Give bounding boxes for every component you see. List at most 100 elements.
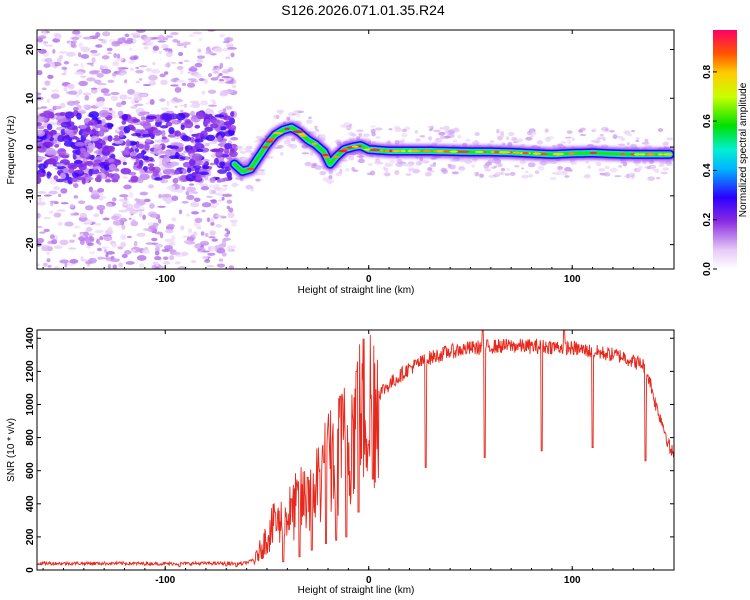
- halo-blob: [395, 162, 403, 168]
- halo-blob: [519, 159, 526, 165]
- halo-blob: [505, 136, 510, 141]
- noise-blob: [120, 167, 132, 175]
- noise-blob: [119, 209, 125, 213]
- noise-blob: [103, 93, 112, 97]
- noise-blob: [195, 173, 202, 181]
- noise-blob: [216, 75, 220, 79]
- noise-blob: [134, 209, 145, 212]
- noise-blob: [88, 186, 94, 193]
- noise-blob: [132, 91, 142, 98]
- halo-blob: [472, 140, 480, 146]
- halo-blob: [458, 166, 466, 171]
- halo-blob: [566, 130, 573, 134]
- noise-blob: [165, 51, 173, 58]
- halo-blob: [605, 128, 609, 132]
- spectrogram-xtick-label: 0: [366, 274, 372, 285]
- noise-blob: [171, 195, 179, 201]
- noise-blob: [198, 78, 205, 82]
- noise-blob: [135, 80, 140, 84]
- noise-blob: [37, 156, 46, 161]
- noise-blob: [76, 112, 82, 120]
- noise-blob: [154, 246, 160, 253]
- noise-blob: [86, 77, 96, 82]
- noise-blob: [130, 32, 141, 36]
- noise-blob: [94, 229, 105, 234]
- halo-blob: [458, 158, 467, 163]
- noise-blob: [194, 62, 203, 68]
- halo-blob: [345, 126, 353, 130]
- halo-blob: [537, 165, 545, 171]
- noise-blob: [214, 114, 225, 118]
- halo-blob: [512, 141, 519, 144]
- noise-blob: [114, 135, 119, 139]
- noise-blob: [37, 146, 48, 153]
- tone-hotspot: [645, 153, 656, 156]
- noise-blob: [46, 123, 53, 131]
- noise-blob: [208, 141, 218, 145]
- colorbar-tick-label: 0.0: [702, 262, 713, 276]
- noise-blob: [209, 177, 216, 184]
- noise-blob: [122, 203, 130, 206]
- halo-blob: [319, 134, 324, 139]
- tone-hotspot: [410, 149, 421, 153]
- noise-blob: [136, 232, 146, 237]
- noise-blob: [37, 191, 47, 194]
- noise-blob: [94, 222, 102, 226]
- noise-blob: [74, 99, 80, 106]
- noise-blob: [115, 57, 124, 62]
- halo-blob: [239, 177, 244, 182]
- noise-blob: [154, 266, 160, 269]
- halo-blob: [415, 138, 421, 142]
- noise-blob: [128, 60, 135, 64]
- noise-blob: [204, 233, 209, 237]
- noise-blob: [82, 36, 93, 40]
- tone-hotspot: [379, 149, 384, 152]
- noise-blob: [210, 123, 219, 129]
- halo-blob: [255, 135, 263, 140]
- halo-blob: [457, 134, 462, 139]
- noise-blob: [192, 31, 203, 35]
- noise-blob: [225, 81, 234, 84]
- halo-blob: [442, 127, 450, 130]
- noise-blob: [56, 57, 62, 63]
- noise-blob: [124, 250, 132, 255]
- halo-blob: [634, 167, 638, 171]
- noise-blob: [43, 63, 51, 68]
- tone-hotspot: [474, 150, 484, 154]
- noise-blob: [37, 70, 43, 76]
- halo-blob: [375, 136, 381, 139]
- noise-blob: [84, 205, 94, 211]
- noise-blob: [129, 56, 138, 61]
- noise-blob: [40, 106, 48, 109]
- spectrogram-ytick-label: -20: [25, 237, 36, 252]
- tone-hotspot: [272, 131, 284, 135]
- noise-blob: [152, 45, 160, 51]
- noise-blob: [72, 30, 81, 35]
- snr-ytick-label: 0: [25, 567, 36, 573]
- noise-blob: [202, 159, 210, 162]
- halo-blob: [433, 129, 441, 133]
- halo-blob: [394, 139, 400, 145]
- noise-blob: [218, 258, 224, 262]
- halo-blob: [429, 163, 437, 168]
- noise-blob: [192, 231, 198, 236]
- noise-blob: [59, 259, 69, 264]
- noise-blob: [96, 174, 102, 182]
- noise-blob: [67, 84, 73, 88]
- halo-blob: [525, 136, 533, 141]
- halo-blob: [508, 132, 515, 137]
- noise-blob: [201, 250, 211, 253]
- noise-blob: [161, 136, 167, 140]
- halo-blob: [242, 148, 249, 151]
- noise-blob: [152, 61, 156, 66]
- noise-blob: [101, 107, 109, 110]
- noise-blob: [228, 265, 235, 269]
- noise-blob: [157, 35, 166, 41]
- tone-hotspot: [657, 153, 664, 156]
- halo-blob: [448, 164, 456, 170]
- noise-blob: [98, 38, 104, 41]
- noise-blob: [123, 184, 132, 190]
- noise-blob: [152, 169, 159, 177]
- noise-blob: [187, 228, 193, 234]
- noise-blob: [216, 263, 226, 268]
